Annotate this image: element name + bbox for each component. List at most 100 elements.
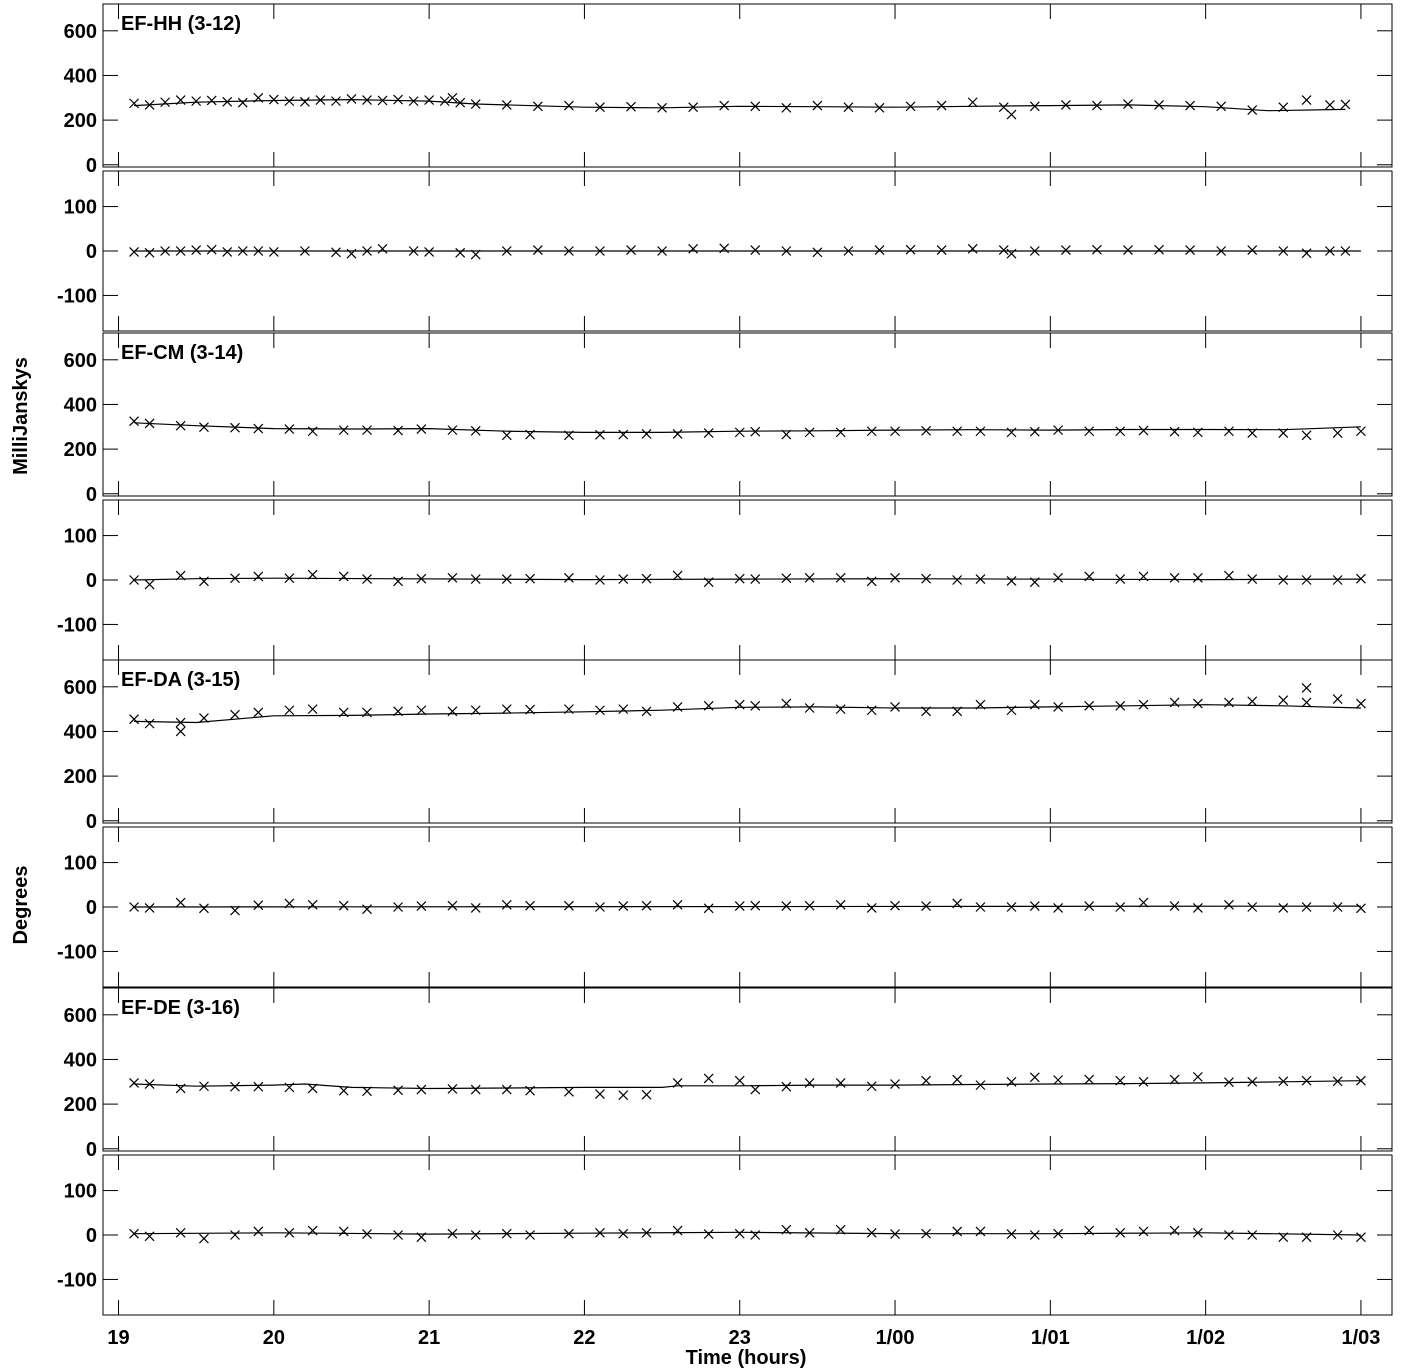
amplitude-data-point — [447, 1084, 458, 1094]
phase-data-point — [253, 1226, 264, 1237]
amplitude-data-point — [1006, 427, 1017, 438]
amplitude-data-point — [129, 416, 139, 427]
amplitude-data-point — [1092, 100, 1102, 111]
phase-data-point — [1169, 901, 1180, 912]
amplitude-data-point — [1224, 697, 1234, 708]
amplitude-data-point — [129, 1077, 139, 1088]
amplitude-data-point — [331, 96, 341, 107]
phase-data-point — [206, 244, 217, 255]
amplitude-data-point — [455, 97, 466, 108]
phase-y-tick-label: -100 — [57, 941, 97, 963]
amplitude-y-tick-label: 0 — [86, 155, 97, 177]
amplitude-data-point — [1356, 426, 1366, 437]
amplitude-data-point — [1340, 99, 1351, 110]
amplitude-data-point — [967, 97, 978, 108]
amplitude-data-point — [1356, 1075, 1366, 1086]
phase-data-point — [641, 1227, 652, 1238]
phase-data-point — [455, 247, 466, 258]
amplitude-data-point — [1029, 426, 1040, 437]
amplitude-data-point — [268, 94, 279, 105]
amplitude-frame — [102, 987, 1393, 1152]
amplitude-data-point — [563, 430, 574, 441]
phase-data-point — [253, 571, 264, 582]
phase-data-point — [1247, 1230, 1258, 1240]
amplitude-data-point — [501, 1084, 512, 1095]
amplitude-data-point — [1247, 696, 1258, 707]
phase-data-point — [129, 1228, 139, 1239]
amplitude-data-point — [1192, 698, 1203, 709]
phase-data-point — [362, 574, 372, 585]
phase-y-tick-label: 100 — [64, 853, 97, 875]
phase-data-point — [975, 1226, 986, 1237]
phase-data-point — [866, 1227, 877, 1238]
phase-data-point — [1154, 244, 1164, 255]
amplitude-data-point — [781, 698, 792, 709]
amplitude-data-point — [470, 705, 481, 716]
phase-data-point — [921, 1228, 932, 1239]
phase-data-point — [672, 1225, 683, 1236]
amplitude-data-point — [641, 1089, 652, 1100]
amplitude-y-tick-label: 600 — [64, 350, 97, 372]
amplitude-data-point — [191, 96, 202, 107]
amplitude-data-point — [1332, 1076, 1343, 1087]
phase-data-point — [1138, 571, 1149, 582]
amplitude-data-point — [1247, 1076, 1258, 1087]
amplitude-data-point — [393, 425, 403, 436]
amplitude-data-point — [812, 100, 823, 111]
amplitude-data-point — [501, 704, 512, 715]
amplitude-data-point — [1185, 100, 1196, 111]
amplitude-y-tick-label: 200 — [64, 1094, 97, 1116]
amplitude-data-point — [750, 101, 761, 112]
phase-data-point — [362, 246, 372, 256]
amplitude-data-point — [230, 1081, 240, 1092]
phase-data-point — [1029, 901, 1040, 912]
amplitude-data-point — [866, 1081, 877, 1092]
amplitude-data-point — [905, 101, 916, 112]
amplitude-data-point — [1301, 697, 1312, 708]
phase-data-point — [1029, 1230, 1040, 1240]
phase-data-point — [1053, 1228, 1064, 1239]
phase-data-point — [175, 897, 186, 908]
amplitude-data-point — [1301, 430, 1312, 441]
phase-y-tick-label: 0 — [86, 241, 97, 263]
amplitude-data-point — [835, 1077, 846, 1088]
phase-data-point — [1060, 245, 1071, 256]
phase-data-point — [470, 249, 481, 260]
amplitude-data-point — [253, 423, 264, 434]
amplitude-data-point — [835, 427, 846, 438]
amplitude-data-point — [230, 422, 240, 433]
amplitude-data-point — [921, 706, 932, 717]
phase-data-point — [1247, 245, 1258, 256]
phase-data-point — [890, 900, 900, 911]
amplitude-data-point — [618, 1090, 629, 1101]
phase-data-point — [525, 573, 536, 584]
amplitude-data-point — [175, 726, 186, 737]
amplitude-data-point — [1053, 1075, 1064, 1085]
phase-data-point — [975, 902, 986, 912]
phase-data-point — [781, 573, 792, 584]
amplitude-y-tick-label: 400 — [64, 394, 97, 416]
phase-data-point — [750, 900, 761, 911]
phase-data-point — [835, 572, 846, 583]
phase-data-point — [1053, 902, 1064, 913]
amplitude-data-point — [1053, 701, 1064, 712]
baseline-panel: 0 200 400 600 -100 0 100 EF-DA (3-15) — [57, 659, 1393, 988]
amplitude-data-point — [1029, 101, 1040, 112]
amplitude-data-point — [1115, 700, 1126, 711]
phase-data-point — [952, 575, 963, 585]
baseline-panel: 0 200 400 600 -100 0 100 EF-HH (3-12) — [57, 3, 1393, 332]
phase-data-point — [734, 573, 745, 584]
amplitude-data-point — [284, 96, 295, 107]
phase-data-point — [144, 247, 155, 258]
amplitude-data-point — [1247, 105, 1258, 115]
phase-data-point — [331, 247, 341, 258]
amplitude-data-point — [1324, 100, 1335, 110]
phase-data-point — [129, 902, 139, 912]
phase-data-point — [595, 246, 605, 256]
amplitude-data-point — [595, 1089, 605, 1099]
amplitude-data-point — [1084, 700, 1095, 711]
phase-data-point — [525, 1230, 536, 1240]
amplitude-data-point — [703, 1073, 714, 1084]
amplitude-data-point — [338, 707, 349, 718]
amplitude-data-point — [835, 704, 846, 715]
